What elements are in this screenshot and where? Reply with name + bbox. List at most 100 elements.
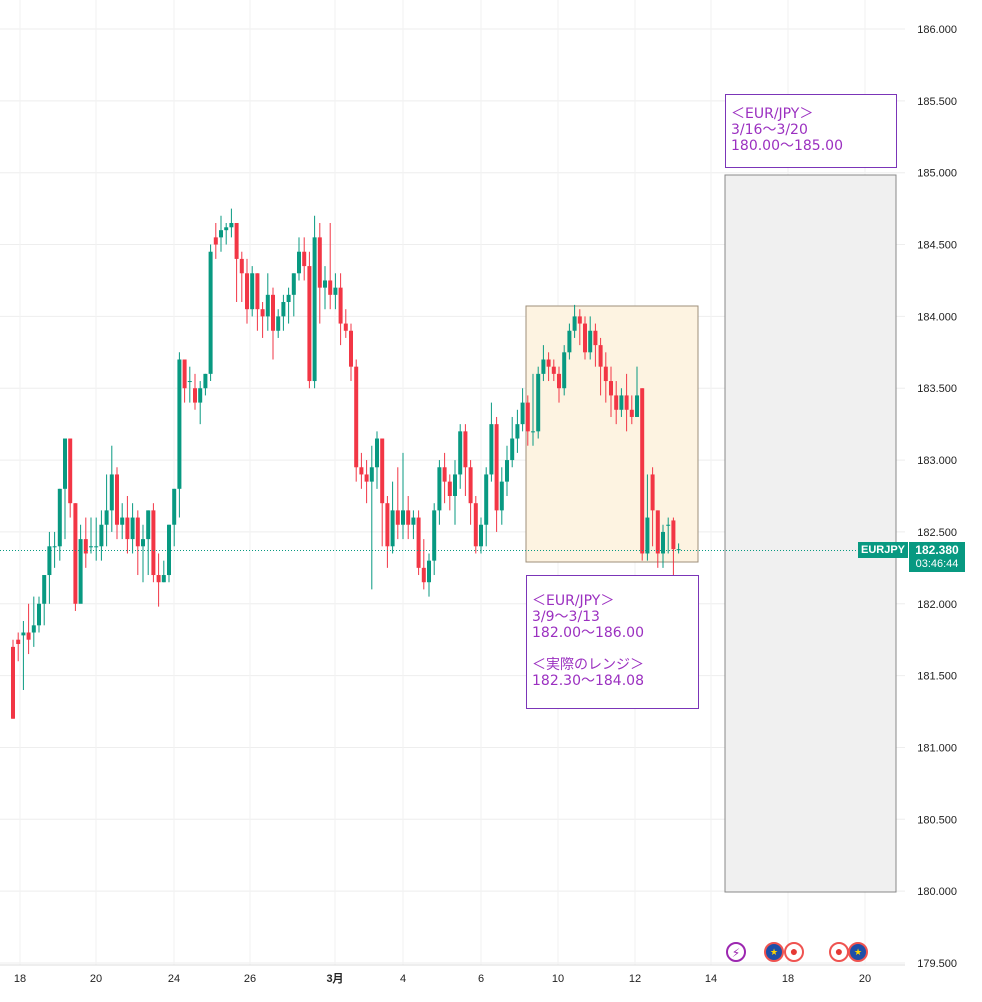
candle-body [177,359,182,489]
candle-body [421,567,426,583]
candle-body [219,230,223,238]
y-tick-label: 186.000 [917,24,957,36]
candle-body [276,316,281,331]
candle-body [369,467,374,482]
candle-body [281,302,286,317]
candle-body [193,388,197,403]
candle-body [676,549,681,551]
y-tick-label: 185.500 [917,96,957,108]
candle-body [593,330,598,346]
candle-body [245,273,249,310]
flash-event-icon[interactable]: ⚡ [726,942,746,962]
candle-body [156,575,161,583]
candle-body [411,517,416,525]
x-tick-label: 4 [400,973,406,985]
candle-body [635,395,639,417]
weekly-pair: ＜EUR/JPY＞ [532,593,615,609]
forecast-range: 180.00～185.00 [731,138,843,154]
y-tick-label: 182.000 [917,599,957,611]
candle-body [406,510,411,525]
candle-body [317,237,322,288]
candle-body [187,381,192,383]
x-tick-label: 3月 [326,972,343,985]
candle-body [26,632,31,640]
candle-body [338,287,343,324]
candle-body [349,330,353,367]
candle-body [260,309,265,317]
y-tick-label: 182.500 [917,527,957,539]
candle-body [453,474,457,496]
candle-body [21,632,26,636]
candle-body [115,474,119,525]
candle-body [401,510,405,525]
candle-body [640,388,645,554]
forecast-annotation: ＜EUR/JPY＞ 3/16～3/20 180.00～185.00 [725,94,897,168]
candle-body [588,330,593,353]
candle-body [510,438,515,461]
candle-body [447,481,452,496]
candle-body [57,488,62,547]
candle-body [182,359,187,389]
candle-body [645,517,650,554]
candle-body [432,510,437,561]
actual-range-label: ＜実際のレンジ＞ [532,657,644,673]
candle-body [167,524,171,576]
y-tick-label: 180.000 [917,886,957,898]
candle-body [255,273,260,310]
eu-flag-event-icon[interactable]: ★ [764,942,784,962]
candle-body [63,438,67,489]
jp-flag-event-icon[interactable]: ● [784,942,804,962]
candle-body [458,431,463,475]
last-price: 182.380 [915,543,959,557]
candle-body [380,438,385,504]
candle-body [146,510,151,540]
candle-body [442,467,447,482]
candle-body [208,251,213,374]
y-tick-label: 181.000 [917,742,957,754]
time-axis[interactable]: 18 20 24 26 3月 4 6 10 12 14 18 20 [0,964,905,985]
candle-body [302,251,307,267]
candle-body [99,524,104,547]
y-tick-label: 184.000 [917,311,957,323]
candle-body [11,646,15,719]
y-tick-label: 179.500 [917,958,957,970]
y-tick-label: 181.500 [917,671,957,683]
jp-flag-event-icon[interactable]: ● [829,942,849,962]
candle-body [109,474,114,511]
forecast-range-box [724,174,897,893]
x-tick-label: 20 [90,973,102,985]
candle-body [489,424,494,475]
candle-body [479,524,483,547]
weekly-dates: 3/9～3/13 [532,609,600,625]
candle-body [619,395,624,410]
candle-body [297,251,301,274]
candle-body [68,438,73,504]
candle-body [531,431,535,433]
candle-body [598,345,603,367]
candle-body [416,517,421,568]
candle-body [499,481,504,511]
candle-body [130,517,135,540]
candle-body [629,409,634,417]
candle-body [291,273,296,295]
candle-body [484,474,489,525]
candle-body [250,273,255,310]
candle-body [343,323,348,331]
weekly-annotation: ＜EUR/JPY＞ 3/9～3/13 182.00～186.00 ＜実際のレンジ… [526,575,699,709]
price-axis[interactable]: 186.000 185.500 185.000 184.500 184.000 183.5… [917,24,957,970]
candle-body [572,316,577,331]
candle-body [104,510,109,525]
candle-body [562,352,567,389]
eu-flag-event-icon[interactable]: ★ [848,942,868,962]
candle-body [505,460,509,482]
candle-body [551,366,556,374]
candle-body [671,520,676,550]
candle-body [427,560,431,583]
candle-body [354,366,359,468]
candle-body [286,294,291,303]
x-tick-label: 20 [859,973,871,985]
candle-body [525,402,530,432]
candle-body [650,474,655,511]
candle-body [47,546,52,576]
